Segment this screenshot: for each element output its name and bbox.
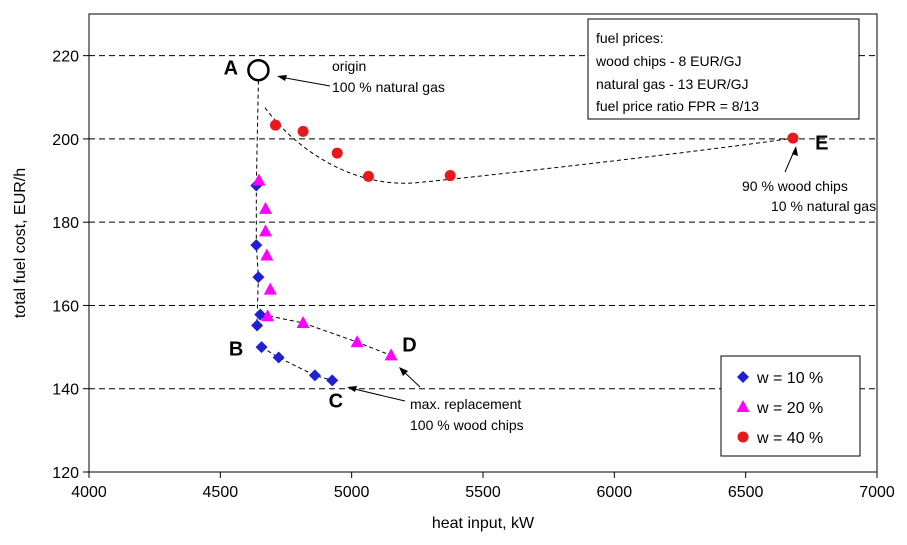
- legend-marker: [737, 431, 749, 443]
- legend-marker: [737, 371, 749, 383]
- origin-to-b-path: [255, 80, 259, 326]
- e-annotation-line-2: 10 % natural gas: [771, 198, 876, 214]
- x-tick-label: 4000: [71, 484, 107, 501]
- x-axis-title: heat input, kW: [432, 515, 535, 532]
- data-point-w20: [260, 248, 274, 261]
- origin-annotation-arrowhead: [277, 75, 287, 81]
- x-tick-label: 6000: [597, 484, 633, 501]
- point-letters: A B C D E: [224, 57, 829, 412]
- origin-annotation: origin 100 % natural gas: [277, 58, 445, 95]
- legend-label: w = 20 %: [756, 400, 823, 417]
- y-axis-title: total fuel cost, EUR/h: [12, 168, 29, 318]
- e-annotation-line-1: 90 % wood chips: [742, 178, 848, 194]
- max-replacement-arrowhead: [347, 386, 357, 392]
- data-point-w40: [787, 132, 799, 144]
- max-replacement-line-1: max. replacement: [410, 396, 521, 412]
- data-point-w10: [326, 374, 339, 387]
- legend-items: w = 10 % w = 20 % w = 40 %: [736, 370, 823, 447]
- origin-annotation-arrow: [279, 76, 331, 87]
- data-point-w20: [296, 315, 310, 328]
- origin-annotation-line-1: origin: [332, 58, 366, 74]
- y-tick-label: 120: [52, 465, 79, 482]
- to-d-path: [262, 314, 392, 356]
- fuel-price-box: fuel prices: wood chips - 8 EUR/GJ natur…: [587, 18, 860, 120]
- fuel-price-box-frame: [587, 18, 860, 120]
- data-point-w40: [444, 170, 456, 182]
- origin-point: [247, 58, 270, 82]
- data-points: [247, 58, 799, 387]
- data-point-w10: [250, 239, 263, 252]
- b-to-c-path: [261, 346, 333, 381]
- wood-chips-price: wood chips - 8 EUR/GJ: [595, 53, 742, 69]
- data-point-w20: [252, 173, 266, 186]
- y-tick-label: 200: [52, 132, 79, 149]
- data-point-w20: [259, 224, 273, 237]
- max-replacement-arrow: [349, 387, 406, 402]
- d-pointer-arrowhead: [399, 367, 408, 376]
- fuel-price-heading: fuel prices:: [596, 30, 664, 46]
- data-point-w20: [263, 282, 277, 295]
- trend-lines: [255, 80, 794, 381]
- legend-label: w = 10 %: [756, 370, 823, 387]
- legend-marker: [736, 400, 750, 412]
- x-tick-label: 4500: [203, 484, 239, 501]
- data-point-w10: [252, 271, 265, 284]
- data-point-w20: [261, 309, 275, 322]
- fuel-price-ratio: fuel price ratio FPR = 8/13: [596, 98, 759, 114]
- grid-lines: [89, 55, 877, 390]
- y-tick-label: 180: [52, 215, 79, 232]
- point-label-b: B: [229, 338, 243, 360]
- natural-gas-price: natural gas - 13 EUR/GJ: [596, 76, 749, 92]
- data-point-w10: [255, 341, 268, 354]
- legend-label: w = 40 %: [756, 430, 823, 447]
- legend: w = 10 % w = 20 % w = 40 %: [720, 355, 861, 457]
- data-point-w10: [251, 319, 264, 332]
- point-label-e: E: [815, 132, 828, 154]
- x-tick-label: 5500: [465, 484, 501, 501]
- x-tick-label: 7000: [859, 484, 895, 501]
- data-point-w40: [269, 119, 281, 131]
- y-tick-label: 220: [52, 49, 79, 66]
- e-annotation-arrowhead: [792, 146, 798, 156]
- data-point-w40: [297, 125, 309, 137]
- point-label-a: A: [224, 57, 238, 79]
- e-annotation: 90 % wood chips 10 % natural gas: [742, 146, 876, 214]
- y-tick-label: 140: [52, 382, 79, 399]
- axis-ticks: 120 140 160 180 200 220 4000 4500 5000 5500 6000 65…: [52, 49, 895, 501]
- origin-annotation-line-2: 100 % natural gas: [332, 79, 445, 95]
- x-tick-label: 5000: [334, 484, 370, 501]
- point-label-c: C: [329, 390, 343, 412]
- y-tick-label: 160: [52, 298, 79, 315]
- data-point-w20: [384, 348, 398, 361]
- d-pointer: [399, 367, 421, 388]
- data-point-w10: [308, 369, 321, 382]
- max-replacement-line-2: 100 % wood chips: [410, 417, 524, 433]
- data-point-w10: [272, 351, 285, 364]
- x-tick-label: 6500: [728, 484, 764, 501]
- data-point-w20: [350, 335, 364, 348]
- data-point-w40: [331, 147, 343, 159]
- max-replacement-annotation: max. replacement 100 % wood chips: [347, 386, 524, 433]
- data-point-w40: [362, 170, 374, 182]
- point-label-d: D: [402, 334, 416, 356]
- data-point-w20: [259, 201, 273, 214]
